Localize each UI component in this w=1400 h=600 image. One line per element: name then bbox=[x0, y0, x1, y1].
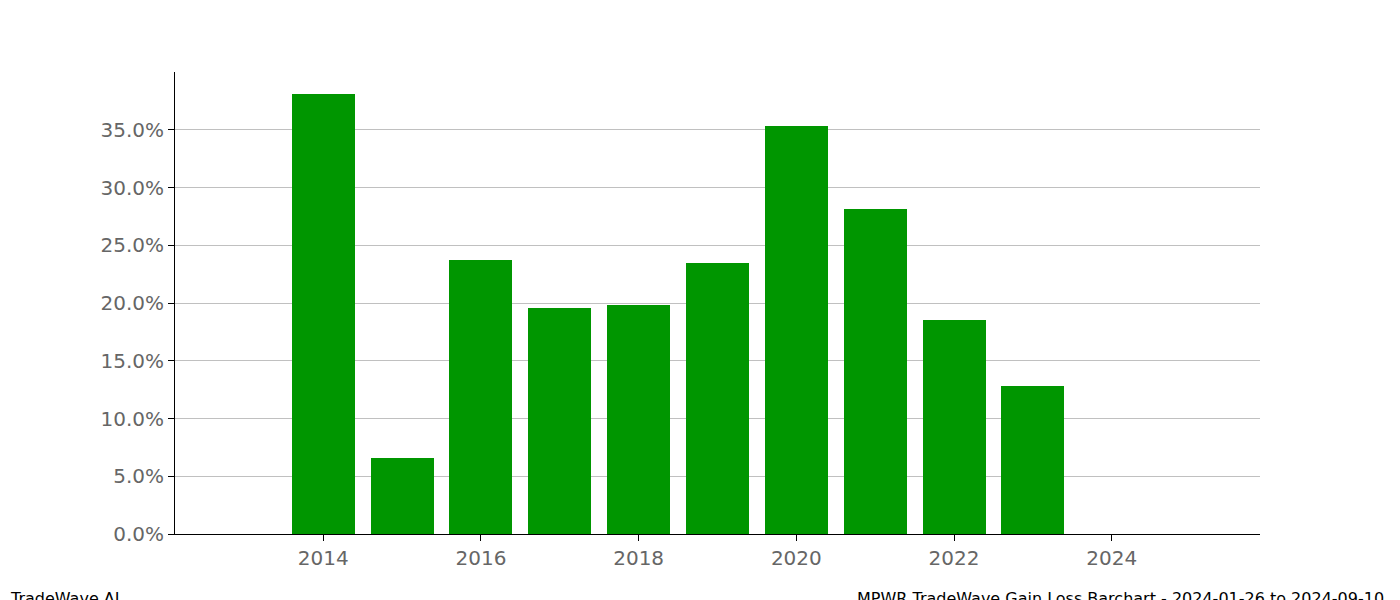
svg-text:15.0%: 15.0% bbox=[100, 349, 164, 373]
svg-text:20.0%: 20.0% bbox=[100, 291, 164, 315]
svg-text:10.0%: 10.0% bbox=[100, 407, 164, 431]
svg-text:2020: 2020 bbox=[771, 546, 822, 570]
svg-text:30.0%: 30.0% bbox=[100, 176, 164, 200]
svg-text:0.0%: 0.0% bbox=[113, 522, 164, 546]
svg-text:35.0%: 35.0% bbox=[100, 118, 164, 142]
svg-text:5.0%: 5.0% bbox=[113, 464, 164, 488]
svg-text:2016: 2016 bbox=[455, 546, 506, 570]
svg-text:2014: 2014 bbox=[298, 546, 349, 570]
svg-text:2024: 2024 bbox=[1086, 546, 1137, 570]
svg-text:2022: 2022 bbox=[929, 546, 980, 570]
svg-text:2018: 2018 bbox=[613, 546, 664, 570]
svg-text:MPWR TradeWave Gain Loss Barch: MPWR TradeWave Gain Loss Barchart - 2024… bbox=[857, 589, 1384, 600]
svg-text:25.0%: 25.0% bbox=[100, 233, 164, 257]
svg-text:TradeWave.AI: TradeWave.AI bbox=[10, 589, 119, 600]
